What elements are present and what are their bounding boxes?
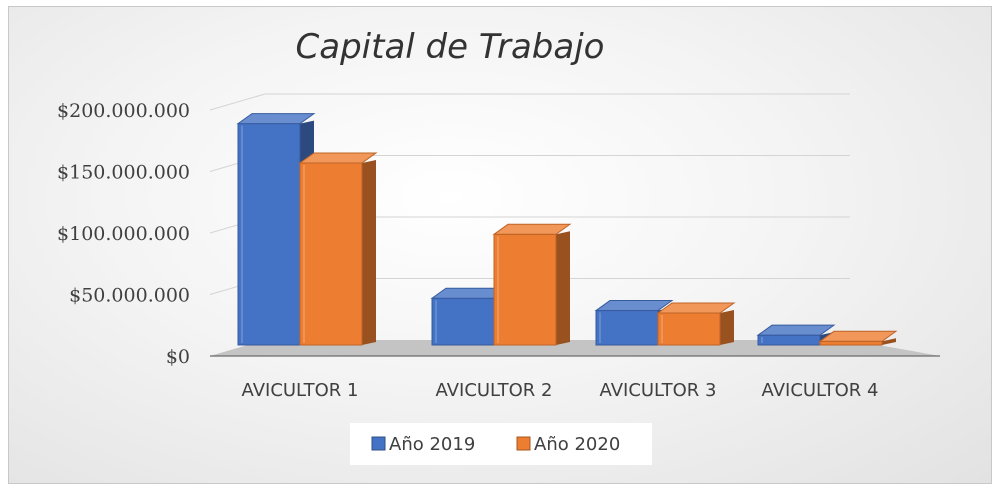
- legend-label: Año 2020: [534, 434, 620, 455]
- bar: [298, 152, 378, 346]
- chart-title: Capital de Trabajo: [296, 27, 605, 67]
- x-tick-label: AVICULTOR 1: [242, 380, 359, 401]
- bar-front: [237, 123, 301, 346]
- bars: [236, 113, 898, 346]
- y-tick-label: $50.000.000: [69, 285, 190, 307]
- y-tick-label: $100.000.000: [57, 223, 190, 245]
- y-axis-ticks: $0 $50.000.000 $100.000.000 $150.000.000 $20…: [57, 100, 190, 368]
- bar: [656, 302, 736, 346]
- bar-top: [594, 300, 674, 312]
- x-axis-ticks: AVICULTOR 1 AVICULTOR 2 AVICULTOR 3 AVICULT…: [242, 380, 879, 401]
- bar-front: [657, 312, 721, 346]
- y-tick-label: $200.000.000: [57, 100, 190, 122]
- bar-front: [493, 233, 557, 346]
- legend-swatch: [371, 436, 386, 451]
- gridline-diagonal: [209, 93, 266, 111]
- bar: [492, 223, 572, 346]
- bar-side: [556, 231, 570, 345]
- bar-front: [299, 162, 363, 346]
- bar-side: [882, 338, 896, 345]
- bar: [756, 324, 836, 346]
- bar-top: [236, 113, 316, 125]
- y-tick-label: $150.000.000: [57, 162, 190, 184]
- bar-top: [818, 330, 898, 342]
- bar-top: [492, 223, 572, 235]
- bar: [818, 330, 898, 346]
- bar-front: [595, 310, 659, 346]
- legend-swatch: [516, 436, 531, 451]
- bar-front: [757, 334, 821, 346]
- bar-side: [362, 159, 376, 345]
- bar-top: [756, 324, 836, 336]
- bar-top: [298, 152, 378, 164]
- bar-front: [819, 340, 883, 346]
- legend-box: [350, 423, 652, 465]
- x-tick-label: AVICULTOR 2: [436, 380, 553, 401]
- legend-label: Año 2019: [389, 434, 475, 455]
- x-tick-label: AVICULTOR 4: [762, 380, 879, 401]
- bar-top: [656, 302, 736, 314]
- bar-front: [431, 297, 495, 346]
- legend-item: Año 2019: [371, 434, 475, 455]
- y-tick-label: $0: [166, 346, 190, 368]
- legend-item: Año 2020: [516, 434, 620, 455]
- bar-side: [720, 310, 734, 345]
- x-tick-label: AVICULTOR 3: [600, 380, 717, 401]
- legend: Año 2019 Año 2020: [350, 423, 652, 465]
